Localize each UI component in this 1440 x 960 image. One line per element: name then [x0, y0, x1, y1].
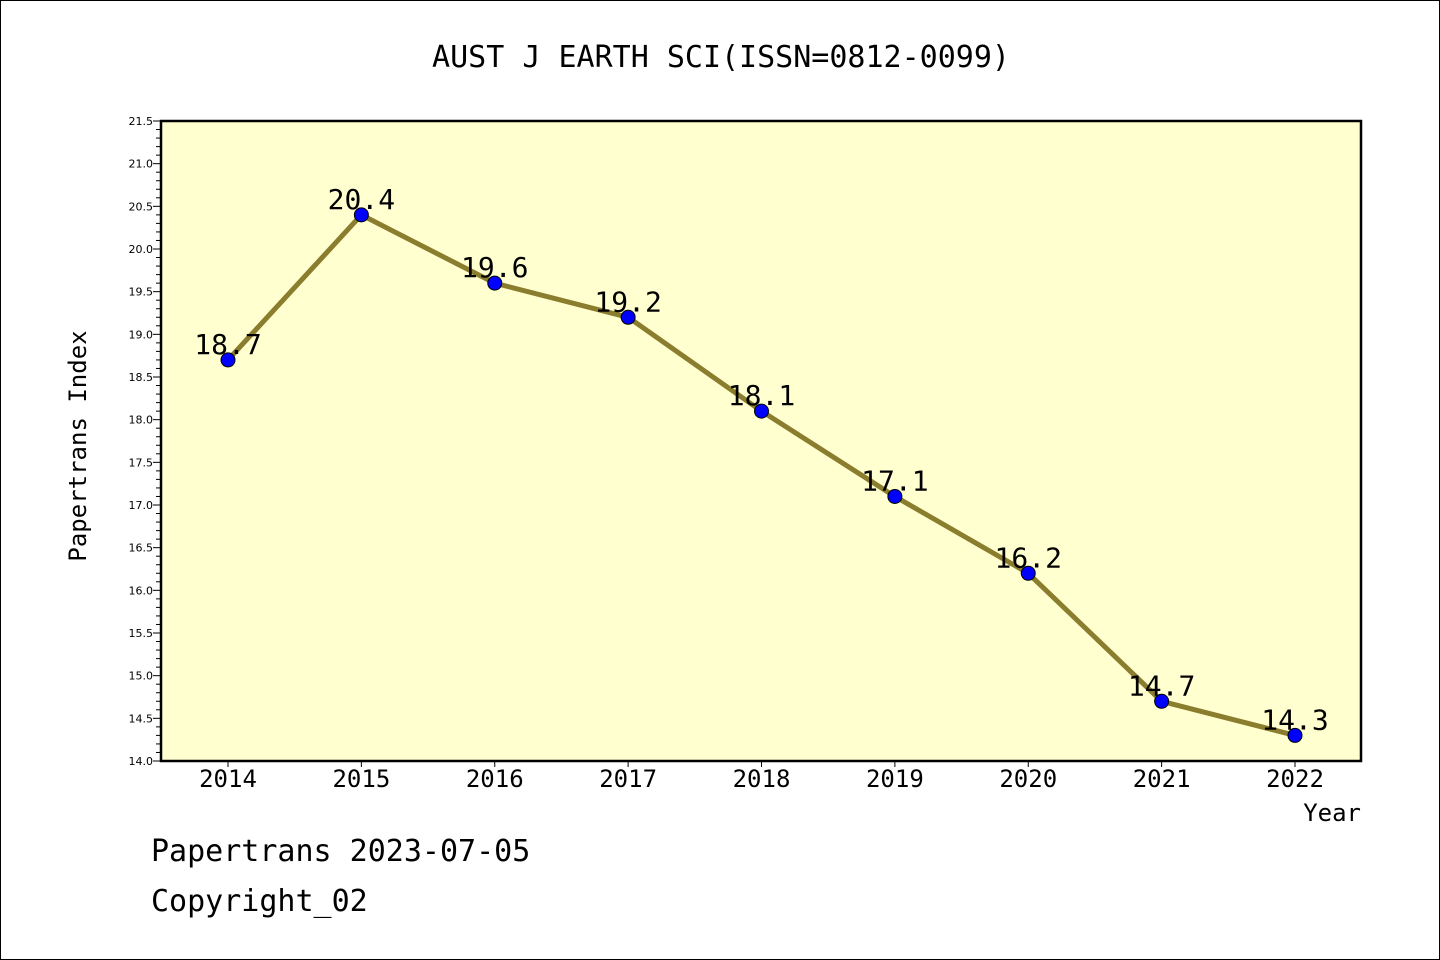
- data-label: 14.7: [1128, 669, 1195, 702]
- data-point: [220, 352, 236, 368]
- y-axis-label: Papertrans Index: [64, 330, 92, 561]
- y-tick-label: 14.5: [129, 712, 154, 725]
- plot-area: [161, 121, 1361, 761]
- data-label: 20.4: [328, 183, 395, 216]
- data-point: [620, 309, 636, 325]
- x-tick-label: 2015: [332, 765, 390, 793]
- footer-date: Papertrans 2023-07-05: [151, 834, 531, 869]
- data-label: 18.7: [194, 328, 261, 361]
- chart-title: AUST J EARTH SCI(ISSN=0812-0099): [432, 40, 1010, 75]
- y-tick-label: 15.0: [129, 670, 154, 683]
- data-point: [487, 275, 503, 291]
- data-label: 16.2: [995, 541, 1062, 574]
- y-tick-label: 19.5: [129, 286, 154, 299]
- x-tick-label: 2016: [466, 765, 524, 793]
- x-tick-label: 2020: [999, 765, 1057, 793]
- y-tick-label: 17.5: [129, 456, 154, 469]
- y-tick-label: 19.0: [129, 328, 154, 341]
- y-tick-label: 18.0: [129, 414, 154, 427]
- data-label: 18.1: [728, 379, 795, 412]
- plot-border: [159, 119, 1363, 763]
- y-tick-label: 18.5: [129, 371, 154, 384]
- x-tick-label: 2017: [599, 765, 657, 793]
- x-tick-label: 2014: [199, 765, 257, 793]
- data-point: [353, 207, 369, 223]
- data-point: [754, 403, 769, 419]
- y-tick-label: 14.0: [129, 755, 154, 768]
- x-tick-label: 2018: [733, 765, 791, 793]
- x-tick-label: 2022: [1266, 765, 1324, 793]
- data-point: [1154, 693, 1170, 709]
- data-point: [1287, 727, 1303, 743]
- footer-copyright: Copyright_02: [151, 884, 368, 919]
- y-tick-label: 21.0: [129, 158, 154, 171]
- x-axis-label: Year: [1303, 799, 1361, 827]
- y-tick-label: 20.5: [129, 200, 154, 213]
- y-tick-label: 21.5: [129, 115, 154, 128]
- data-label: 19.6: [461, 251, 528, 284]
- y-tick-label: 16.5: [129, 542, 154, 555]
- x-tick-label: 2021: [1133, 765, 1191, 793]
- data-label: 14.3: [1261, 703, 1328, 736]
- x-tick-label: 2019: [866, 765, 924, 793]
- data-label: 17.1: [861, 464, 928, 497]
- data-point: [1020, 565, 1036, 581]
- y-tick-label: 20.0: [129, 243, 154, 256]
- data-label: 19.2: [594, 285, 661, 318]
- y-tick-label: 16.0: [129, 584, 154, 597]
- y-tick-label: 17.0: [129, 499, 154, 512]
- data-point: [887, 488, 903, 504]
- y-tick-label: 15.5: [129, 627, 154, 640]
